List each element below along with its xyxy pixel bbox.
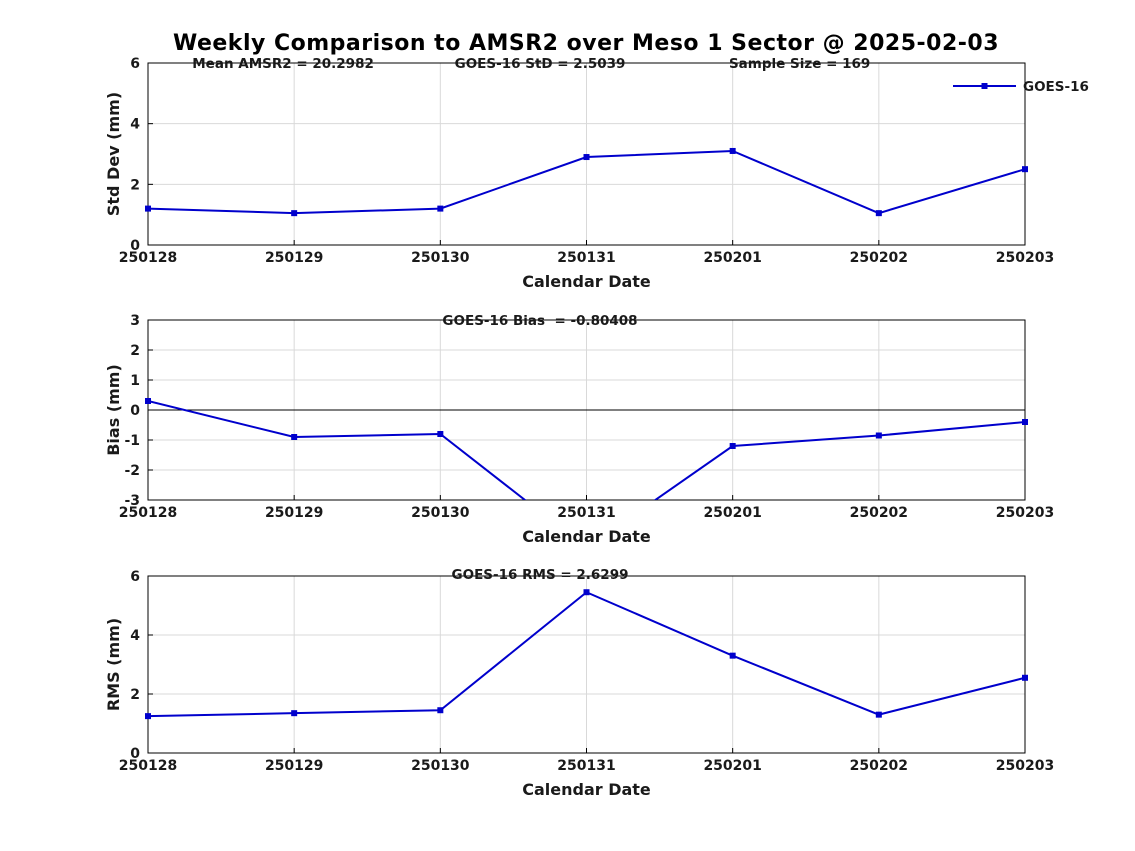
data-point-marker — [1022, 419, 1028, 425]
y-tick-label: -2 — [124, 463, 140, 479]
y-tick-label: 2 — [130, 343, 140, 359]
x-tick-label: 250129 — [265, 250, 323, 266]
data-point-marker — [437, 707, 444, 714]
x-tick-label: 250128 — [119, 758, 177, 774]
data-point-marker — [437, 431, 444, 437]
x-axis-label: Calendar Date — [522, 272, 651, 291]
y-tick-label: 2 — [130, 177, 140, 193]
x-tick-label: 250129 — [265, 505, 323, 521]
x-tick-label: 250203 — [996, 250, 1054, 266]
data-point-marker — [291, 434, 298, 440]
y-axis-label: Std Dev (mm) — [104, 92, 123, 216]
data-point-marker — [583, 154, 590, 161]
data-point-marker — [145, 713, 151, 720]
std-dev-chart: 250128 250129 250130 250131 250201 250202 2502… — [104, 56, 1089, 291]
y-tick-label: 6 — [130, 56, 140, 72]
annotation-text: GOES-16 RMS = 2.6299 — [452, 567, 629, 583]
x-axis-label: Calendar Date — [522, 527, 651, 546]
figure-title: Weekly Comparison to AMSR2 over Meso 1 S… — [172, 31, 1000, 56]
x-tick-label: 250130 — [411, 758, 470, 774]
rms-chart: 250128 250129 250130 250131 250201 250202 2502… — [104, 567, 1054, 799]
bias-chart: 250128 250129 250130 250131 250201 250202 2502… — [104, 313, 1054, 546]
y-tick-label: 4 — [130, 628, 140, 644]
y-tick-label: -1 — [124, 433, 140, 449]
y-tick-label: 1 — [130, 373, 140, 389]
annotation-text: GOES-16 StD = 2.5039 — [455, 56, 626, 72]
data-point-marker — [875, 210, 882, 217]
x-tick-label: 250131 — [557, 505, 615, 521]
y-tick-label: 0 — [130, 403, 140, 419]
x-tick-label: 250131 — [557, 758, 615, 774]
x-tick-label: 250202 — [850, 505, 908, 521]
x-tick-label: 250130 — [411, 505, 470, 521]
x-tick-label: 250129 — [265, 758, 323, 774]
x-tick-label: 250203 — [996, 505, 1054, 521]
x-tick-label: 250202 — [850, 758, 908, 774]
annotation-text: Mean AMSR2 = 20.2982 — [192, 56, 374, 72]
data-point-marker — [145, 398, 151, 404]
y-axis-label: RMS (mm) — [104, 618, 123, 711]
data-point-marker — [291, 710, 298, 717]
x-tick-label: 250201 — [703, 250, 761, 266]
x-tick-label: 250128 — [119, 505, 177, 521]
y-tick-label: 0 — [130, 746, 140, 762]
y-tick-label: 0 — [130, 238, 140, 254]
annotation-text: Sample Size = 169 — [729, 56, 870, 72]
x-tick-label: 250203 — [996, 758, 1054, 774]
data-point-marker — [291, 210, 298, 217]
legend-label: GOES-16 — [1023, 79, 1089, 95]
x-tick-label: 250130 — [411, 250, 470, 266]
legend-marker — [981, 83, 988, 89]
data-point-marker — [1022, 166, 1028, 173]
subplot-bias: 250128 250129 250130 250131 250201 250202 2502… — [0, 300, 1135, 555]
y-tick-label: 6 — [130, 569, 140, 585]
x-tick-label: 250131 — [557, 250, 615, 266]
data-point-marker — [1022, 674, 1028, 681]
x-tick-label: 250201 — [703, 505, 761, 521]
data-point-marker — [729, 652, 736, 659]
data-point-marker — [729, 443, 736, 449]
y-tick-label: 4 — [130, 117, 140, 133]
data-point-marker — [875, 432, 882, 439]
x-axis-label: Calendar Date — [522, 780, 651, 799]
data-point-marker — [145, 205, 151, 212]
data-point-marker — [729, 147, 736, 154]
data-point-marker — [437, 205, 444, 212]
subplot-rms: 250128 250129 250130 250131 250201 250202 2502… — [0, 555, 1135, 811]
x-tick-label: 250201 — [703, 758, 761, 774]
y-tick-label: 2 — [130, 687, 140, 703]
x-tick-label: 250128 — [119, 250, 177, 266]
annotation-text: GOES-16 Bias = -0.80408 — [442, 313, 637, 329]
y-tick-label: 3 — [130, 313, 140, 329]
data-point-marker — [583, 589, 590, 596]
y-tick-label: -3 — [124, 493, 140, 509]
subplot-std-dev: 250128 250129 250130 250131 250201 250202 2502… — [0, 50, 1135, 300]
data-point-marker — [875, 711, 882, 718]
y-axis-label: Bias (mm) — [104, 364, 123, 456]
x-tick-label: 250202 — [850, 250, 908, 266]
